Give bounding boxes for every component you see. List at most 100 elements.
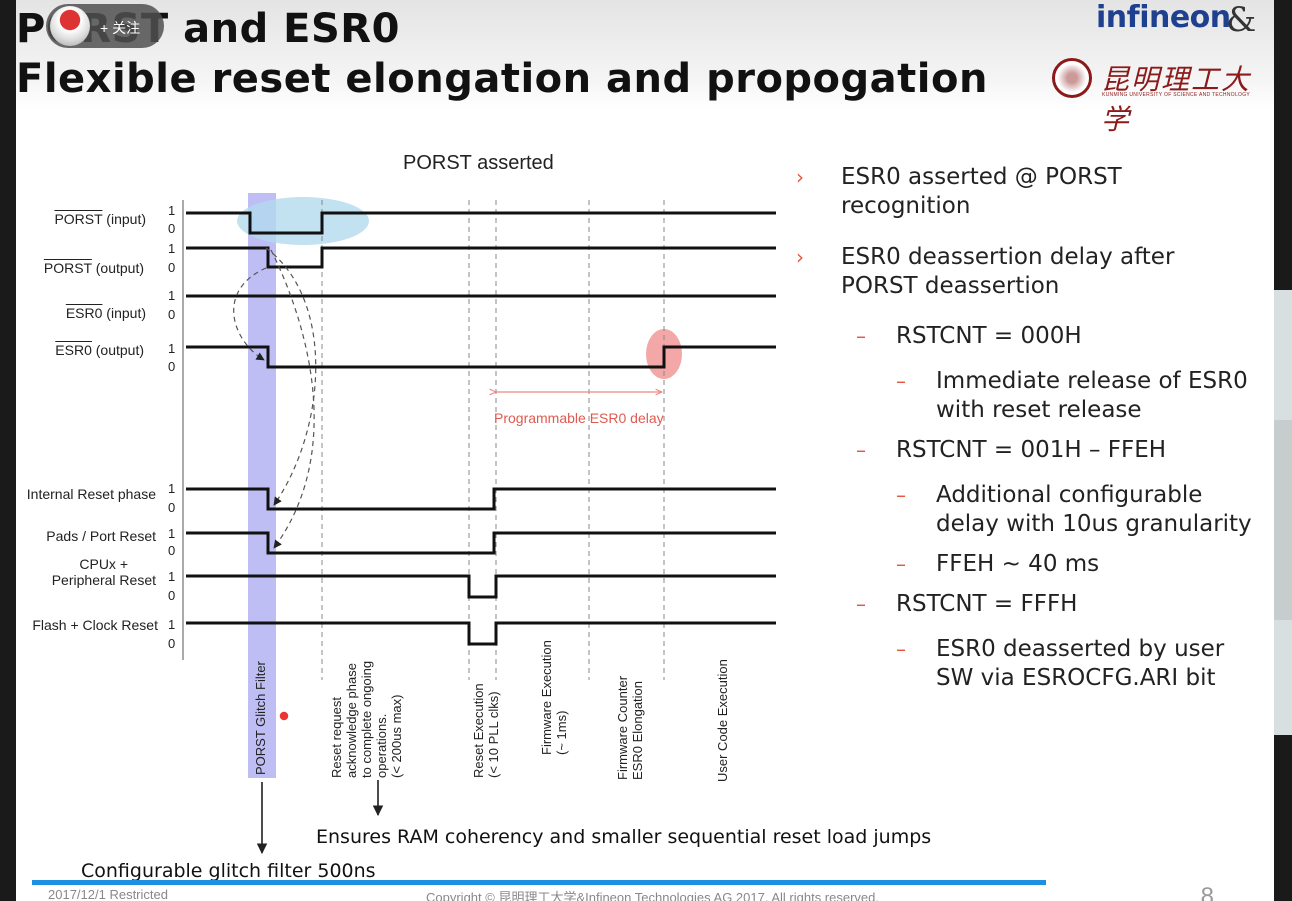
dash-marker-icon: – (856, 438, 866, 462)
bullet-line: RSTCNT = 001H – FFEH (896, 437, 1167, 463)
level-0: 0 (168, 543, 176, 558)
bullet-line: Immediate release of ESR0 (936, 368, 1248, 394)
wave-pads-port-reset (186, 531, 776, 555)
signal-name-overlined: PORST (54, 211, 103, 227)
phase-user-code: User Code Execution (715, 659, 730, 782)
phase-line: ESR0 Elongation (630, 680, 645, 780)
phase-line: (< 200us max) (389, 694, 404, 778)
side-panel-image (1274, 420, 1292, 620)
phase-line: acknowledge phase (344, 663, 359, 778)
university-name: 昆明理工大学 (1101, 63, 1252, 136)
phase-firmware-execution: Firmware Execution (~ 1ms) (539, 640, 569, 755)
signal-label-esr0-output: ESR0 (output) (55, 342, 144, 358)
bullet-line: ESR0 asserted @ PORST (841, 164, 1122, 190)
bullet-marker-icon: › (796, 245, 804, 269)
phase-line: to complete ongoing (359, 660, 374, 778)
logo-ampersand: & (1226, 0, 1257, 40)
ram-coherency-note: Ensures RAM coherency and smaller sequen… (316, 826, 932, 848)
wave-cpu-peripheral-reset (186, 574, 776, 599)
phase-line: (< 10 PLL clks) (486, 691, 501, 778)
signal-label-porst-input: PORST (input) (54, 211, 146, 227)
wave-flash-clock-reset (186, 621, 776, 646)
signal-label-cpu-peripheral: CPUx + Peripheral Reset (16, 556, 156, 588)
slide: PORST and ESR0 Flexible reset elongation… (16, 0, 1274, 901)
bullet-line: ESR0 deassertion delay after (841, 244, 1175, 270)
signal-label-esr0-input: ESR0 (input) (65, 305, 146, 321)
bullet-line: ESR0 deasserted by user (936, 636, 1225, 662)
signal-name-overlined: ESR0 (55, 342, 92, 358)
wave-porst-output (186, 246, 776, 269)
signal-label-cpu-line1: CPUx + (79, 556, 128, 572)
footer-left: 2017/12/1 Restricted (48, 887, 168, 901)
dash-marker-icon: – (856, 592, 866, 616)
university-seal-icon (1052, 58, 1092, 98)
level-0: 0 (168, 221, 176, 236)
signal-label-pads-port-reset: Pads / Port Reset (46, 528, 156, 544)
bullet-line: with reset release (936, 397, 1142, 423)
phase-reset-request: Reset request acknowledge phase to compl… (329, 661, 404, 778)
bullet-line: delay with 10us granularity (936, 511, 1252, 537)
level-1: 1 (168, 203, 176, 218)
dash-marker-icon: – (896, 637, 906, 661)
video-progress-bar[interactable] (32, 880, 1046, 885)
uploader-avatar[interactable] (50, 6, 90, 46)
footer-copyright: Copyright © 昆明理工大学&Infineon Technologies… (426, 890, 880, 901)
dash-marker-icon: – (896, 552, 906, 576)
signal-label-internal-reset: Internal Reset phase (26, 486, 156, 502)
phase-line: Reset Execution (471, 683, 486, 778)
signal-name-overlined: PORST (43, 260, 92, 276)
glitch-filter-note: Configurable glitch filter 500ns (81, 860, 376, 882)
phase-firmware-counter: Firmware Counter ESR0 Elongation (615, 676, 645, 780)
bullet-line: RSTCNT = FFFH (896, 591, 1078, 617)
phase-line: Firmware Execution (539, 640, 554, 755)
level-0: 0 (168, 588, 176, 603)
university-subtitle: KUNMING UNIVERSITY OF SCIENCE AND TECHNO… (1102, 92, 1251, 98)
follow-button[interactable]: + 关注 (100, 20, 141, 36)
phase-divider-lines (321, 200, 665, 680)
causality-arrows (233, 247, 317, 549)
level-0: 0 (168, 307, 176, 322)
bullet-line: SW via ESROCFG.ARI bit (936, 665, 1216, 691)
level-0: 0 (168, 260, 176, 275)
phase-line: operations. (374, 713, 389, 778)
glitch-filter-band (248, 193, 276, 778)
level-1: 1 (168, 288, 176, 303)
pointer-dot (278, 710, 290, 722)
level-1: 1 (168, 617, 176, 632)
level-1: 1 (168, 241, 176, 256)
diagram-heading: PORST asserted (403, 152, 554, 174)
bullet-marker-icon: › (796, 165, 804, 189)
wave-esr0-output (186, 345, 776, 369)
signal-label-cpu-line2: Peripheral Reset (51, 572, 156, 588)
bullet-line: recognition (841, 193, 971, 219)
level-1: 1 (168, 526, 176, 541)
signal-name-overlined: ESR0 (65, 305, 103, 321)
wave-porst-input (186, 211, 776, 235)
dash-marker-icon: – (856, 324, 866, 348)
phase-line: User Code Execution (715, 659, 730, 782)
signal-label-porst-output: PORST (output) (43, 260, 144, 276)
phase-line: (~ 1ms) (554, 710, 569, 755)
infineon-logo: infineon (1096, 0, 1231, 35)
porst-input-highlight (237, 197, 369, 245)
phase-reset-execution: Reset Execution (< 10 PLL clks) (471, 683, 501, 778)
bullet-line: RSTCNT = 000H (896, 323, 1082, 349)
wave-internal-reset (186, 487, 776, 511)
signal-label-flash-clock: Flash + Clock Reset (32, 617, 158, 633)
level-0: 0 (168, 500, 176, 515)
phase-line: Reset request (329, 697, 344, 778)
bullet-line: Additional configurable (936, 482, 1203, 508)
timing-diagram (182, 193, 776, 855)
phase-line: PORST Glitch Filter (253, 661, 268, 775)
level-1: 1 (168, 341, 176, 356)
bullet-line: PORST deassertion (841, 273, 1060, 299)
level-0: 0 (168, 359, 176, 374)
level-1: 1 (168, 481, 176, 496)
title-line-2: Flexible reset elongation and propogatio… (16, 56, 988, 102)
level-1: 1 (168, 569, 176, 584)
dash-marker-icon: – (896, 483, 906, 507)
bullet-line: FFEH ~ 40 ms (936, 551, 1100, 577)
page-number: 8 (1200, 883, 1214, 901)
phase-glitch-filter: PORST Glitch Filter (253, 661, 268, 775)
phase-line: Firmware Counter (615, 675, 630, 780)
